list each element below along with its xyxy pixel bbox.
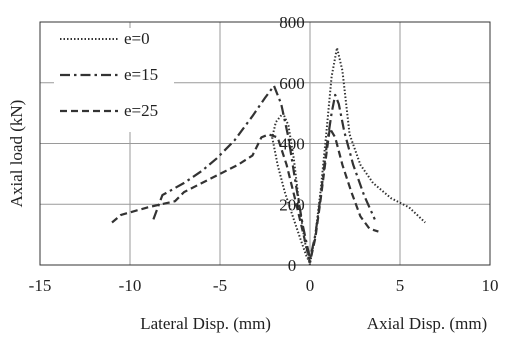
series-line-e-25 <box>111 127 379 264</box>
legend: e=0 e=15 e=25 <box>54 28 174 132</box>
y-axis-label: Axial load (kN) <box>7 100 26 208</box>
legend-entry: e=0 <box>124 29 150 48</box>
x-tick-label: -15 <box>29 276 52 295</box>
series-line-e-0 <box>271 46 426 266</box>
x-axis-label-axial: Axial Disp. (mm) <box>367 314 487 333</box>
plot-frame <box>39 21 491 266</box>
y-tick-labels: 0 200 400 600 800 <box>279 13 305 275</box>
y-tick-label: 800 <box>279 13 305 32</box>
y-tick-label: 400 <box>279 135 305 154</box>
x-tick-label: -5 <box>213 276 227 295</box>
legend-entry: e=25 <box>124 101 158 120</box>
y-tick-label: 0 <box>288 256 297 275</box>
legend-entry: e=15 <box>124 65 158 84</box>
y-tick-label: 200 <box>279 195 305 214</box>
x-tick-label: 5 <box>396 276 405 295</box>
series-layer <box>111 46 426 266</box>
x-tick-label: -10 <box>119 276 142 295</box>
x-tick-label: 10 <box>482 276 499 295</box>
legend-background <box>54 28 174 132</box>
x-axis-label-lateral: Lateral Disp. (mm) <box>140 314 271 333</box>
series-line-e-15 <box>152 84 376 260</box>
x-tick-labels: -15 -10 -5 0 5 10 <box>29 276 499 295</box>
x-tick-label: 0 <box>306 276 315 295</box>
y-tick-label: 600 <box>279 74 305 93</box>
